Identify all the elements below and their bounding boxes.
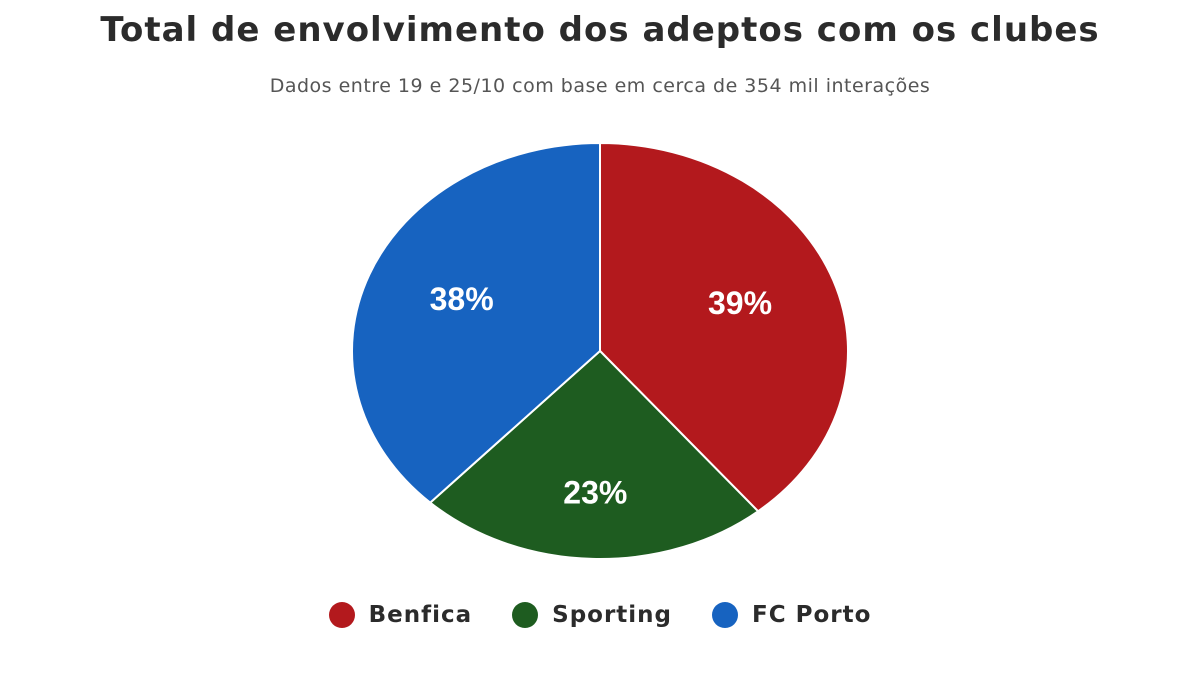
legend-item-sporting[interactable]: Sporting	[512, 602, 672, 628]
legend-swatch-sporting	[512, 602, 539, 628]
legend-swatch-fc-porto	[712, 602, 739, 628]
data-label-fc-porto: 38%	[430, 281, 494, 317]
legend-label-benfica: Benfica	[368, 602, 473, 628]
pie-slice-benfica[interactable]	[599, 142, 849, 513]
pie-slice-sporting[interactable]	[429, 350, 760, 560]
legend-label-sporting: Sporting	[552, 602, 673, 628]
chart-title: Total de envolvimento dos adeptos com os…	[100, 10, 1100, 50]
pie-slice-fc-porto[interactable]	[351, 142, 601, 504]
legend-item-fc-porto[interactable]: FC Porto	[712, 602, 871, 628]
legend-item-benfica[interactable]: Benfica	[328, 602, 473, 628]
pie-slices	[351, 142, 849, 560]
data-label-sporting: 23%	[563, 474, 627, 510]
chart-legend: Benfica Sporting FC Porto	[0, 602, 1200, 628]
chart-subtitle: Dados entre 19 e 25/10 com base em cerca…	[269, 75, 931, 97]
pie-data-labels: 39% 23% 38%	[430, 281, 772, 510]
data-label-benfica: 39%	[708, 285, 772, 321]
legend-swatch-benfica	[328, 602, 355, 628]
legend-label-fc-porto: FC Porto	[752, 602, 872, 628]
